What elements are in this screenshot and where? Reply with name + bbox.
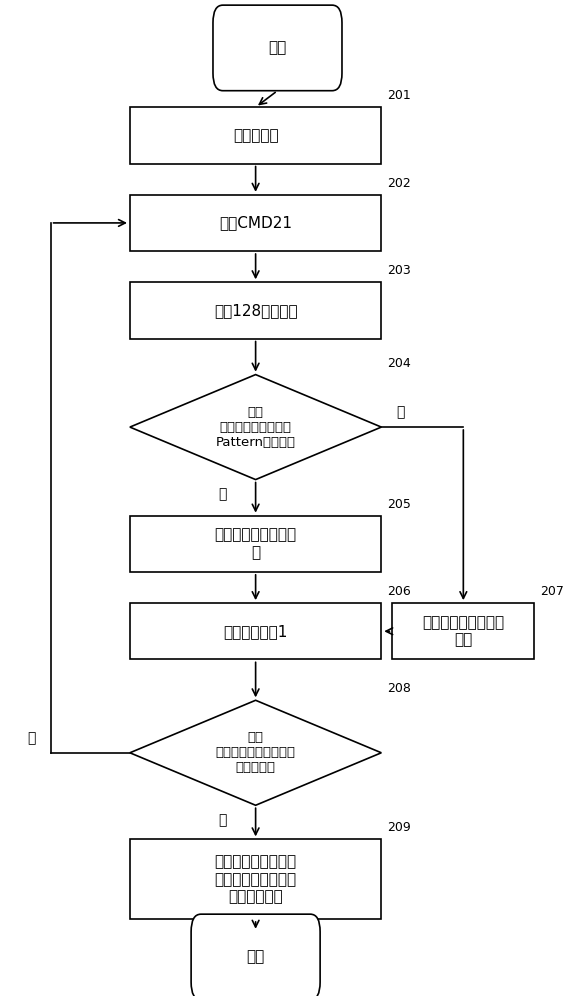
Text: 209: 209 xyxy=(387,821,410,834)
Bar xyxy=(130,107,381,164)
Text: 206: 206 xyxy=(387,585,410,598)
Text: 是: 是 xyxy=(219,487,227,501)
Polygon shape xyxy=(130,375,381,480)
Text: 207: 207 xyxy=(540,585,564,598)
FancyBboxPatch shape xyxy=(191,914,320,1000)
Text: 203: 203 xyxy=(387,264,410,277)
Polygon shape xyxy=(130,700,381,805)
Text: 设定读参数: 设定读参数 xyxy=(233,128,278,143)
Text: 201: 201 xyxy=(387,89,410,102)
Text: 读取128字节数据: 读取128字节数据 xyxy=(214,303,298,318)
Text: 否: 否 xyxy=(396,406,405,420)
Text: 判断
收到的数据与预定的
Pattern是否一致: 判断 收到的数据与预定的 Pattern是否一致 xyxy=(215,406,296,449)
Text: 记录未通过筛选的读
参数: 记录未通过筛选的读 参数 xyxy=(422,615,504,647)
Bar xyxy=(130,603,381,659)
Bar xyxy=(130,282,381,339)
Text: 发送CMD21: 发送CMD21 xyxy=(219,215,292,230)
Text: 204: 204 xyxy=(387,357,410,370)
Text: 202: 202 xyxy=(387,177,410,190)
Text: 根据通过筛选和未通
过筛选的参数来选择
最终的读参数: 根据通过筛选和未通 过筛选的参数来选择 最终的读参数 xyxy=(214,854,296,904)
Bar xyxy=(130,516,381,572)
Text: 开始: 开始 xyxy=(268,40,287,55)
Text: 判断
读参数步长是否大于最
大值设定值: 判断 读参数步长是否大于最 大值设定值 xyxy=(215,731,296,774)
Bar xyxy=(392,603,535,659)
Bar xyxy=(130,195,381,251)
Text: 是: 是 xyxy=(219,813,227,827)
Text: 读参数步长加1: 读参数步长加1 xyxy=(223,624,288,639)
Text: 205: 205 xyxy=(387,498,410,511)
Text: 否: 否 xyxy=(27,731,36,745)
Text: 208: 208 xyxy=(387,682,410,695)
Bar xyxy=(130,839,381,919)
Text: 结束: 结束 xyxy=(246,949,264,964)
Text: 记录通过筛选的读参
数: 记录通过筛选的读参 数 xyxy=(214,528,296,560)
FancyBboxPatch shape xyxy=(213,5,342,91)
